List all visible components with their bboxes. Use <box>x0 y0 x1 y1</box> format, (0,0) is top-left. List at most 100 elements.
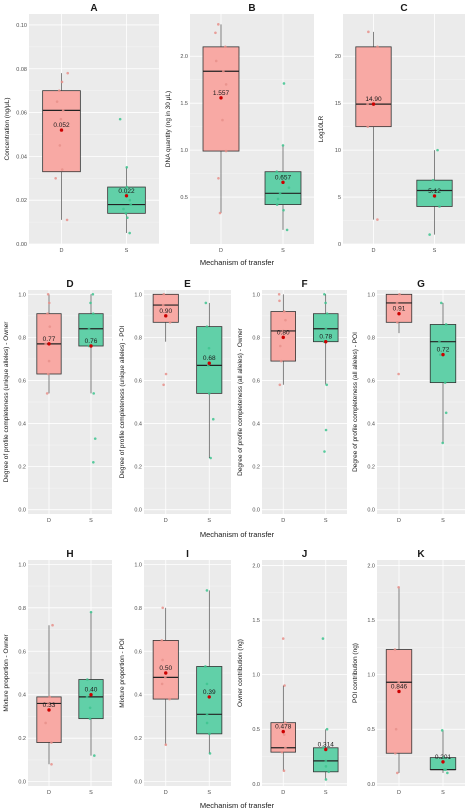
data-point <box>444 323 448 326</box>
mean-point <box>397 689 401 694</box>
panel-e: 0.0 0.2 0.4 0.6 0.8 1.0 D S E Degree of profile c… <box>119 279 231 524</box>
x-tick-label: S <box>89 790 93 796</box>
y-tick-label: 0.4 <box>134 422 142 428</box>
mean-label: 0.72 <box>437 347 450 354</box>
box-iqr <box>78 313 104 347</box>
data-point <box>397 372 400 376</box>
data-point <box>287 186 291 189</box>
y-tick-label: 0.10 <box>16 23 27 29</box>
data-point <box>325 312 329 315</box>
mean-label: 0.39 <box>203 689 216 696</box>
y-tick-label: 0.4 <box>252 422 260 428</box>
data-point <box>50 762 53 766</box>
x-tick-label: D <box>164 518 168 524</box>
y-tick-label: 1.5 <box>252 618 260 624</box>
data-point <box>221 118 224 122</box>
box-iqr <box>152 640 179 700</box>
x-tick-label: S <box>324 790 328 796</box>
x-tick-label: D <box>219 248 223 254</box>
y-tick-label: 1.0 <box>134 562 142 568</box>
data-point <box>89 301 92 305</box>
box-iqr <box>385 649 413 754</box>
mean-point <box>441 760 445 764</box>
y-tick-label: 0.0 <box>367 782 375 788</box>
data-point <box>283 684 286 687</box>
x-tick-label: D <box>281 790 285 796</box>
data-point <box>124 212 128 215</box>
data-point <box>59 117 63 121</box>
data-point <box>280 750 284 754</box>
data-point <box>438 340 441 343</box>
data-point <box>214 31 217 35</box>
y-tick-label: 1.0 <box>18 292 26 298</box>
y-tick-label: 0.04 <box>16 154 27 160</box>
data-point <box>54 176 57 180</box>
y-tick-label: 0.6 <box>134 378 142 384</box>
box-d: 0.846 <box>385 585 413 775</box>
data-point <box>91 293 95 296</box>
data-point <box>282 769 286 773</box>
data-point <box>278 344 282 348</box>
box-iqr <box>152 293 179 323</box>
y-axis-label: Degree of profile completeness (all alle… <box>237 327 244 476</box>
data-point <box>65 218 69 222</box>
y-tick-label: 1.0 <box>18 562 26 568</box>
panel-title: D <box>66 279 73 290</box>
y-tick-label: 0.2 <box>134 736 142 742</box>
panel-j: 0.0 0.5 1.0 1.5 2.0 D S J Owner contribution (ng… <box>237 549 347 796</box>
data-point <box>125 185 129 189</box>
y-tick-label: 0.08 <box>16 67 27 73</box>
data-point <box>50 741 53 744</box>
data-point <box>439 301 443 305</box>
box-s: 0.40 <box>78 610 104 757</box>
box-s: 0.022 <box>107 117 146 235</box>
y-tick-label: 10 <box>335 148 341 154</box>
data-point <box>282 310 286 313</box>
panel-d: 0.0 0.2 0.4 0.6 0.8 1.0 D S D Degree of profile c… <box>3 279 112 524</box>
box-iqr <box>313 313 339 343</box>
y-tick-label: 5 <box>338 195 341 201</box>
mean-label: 0.314 <box>318 742 335 749</box>
box-d: 0.33 <box>36 623 62 766</box>
mean-point <box>47 708 51 712</box>
data-point <box>224 45 227 49</box>
y-tick-label: 2.0 <box>180 54 188 60</box>
panel-c: 0 5 10 15 20 D S C Log10LR 14.90 5.12 <box>318 3 465 254</box>
data-point <box>60 80 64 84</box>
mean-label: 0.33 <box>43 702 56 709</box>
mean-label: 0.478 <box>275 724 292 731</box>
mean-point <box>324 339 328 344</box>
box-iqr <box>355 46 392 128</box>
box-d: 14.90 <box>355 30 392 221</box>
y-axis-label: DNA quantity (ng in 30 μL) <box>165 91 172 167</box>
data-point <box>284 318 287 322</box>
box-iqr <box>416 179 453 207</box>
mean-label: 0.77 <box>43 336 56 343</box>
data-point <box>323 450 326 453</box>
data-point <box>367 30 370 34</box>
data-point <box>204 665 207 668</box>
y-tick-label: 0.8 <box>367 335 375 341</box>
y-tick-label: 0.0 <box>252 782 260 788</box>
panel-title: F <box>301 279 307 290</box>
box-d: 0.50 <box>152 606 179 747</box>
data-point <box>443 381 447 384</box>
data-point <box>275 203 279 206</box>
data-point <box>208 732 211 736</box>
panel-i: 0.0 0.2 0.4 0.6 0.8 1.0 D S I Mixture proportion … <box>119 549 231 796</box>
y-axis-label: Mixture proportion - POI <box>119 638 126 708</box>
data-point <box>55 100 59 103</box>
data-point <box>218 211 222 215</box>
data-point <box>48 695 51 699</box>
data-point <box>397 585 400 589</box>
panel-title: H <box>66 549 73 560</box>
mean-point <box>164 314 168 318</box>
x-tick-label: S <box>281 248 285 254</box>
data-point <box>92 392 95 395</box>
mean-point <box>207 695 211 699</box>
data-point <box>438 205 441 208</box>
data-point <box>51 623 54 627</box>
mean-point <box>124 194 129 198</box>
y-tick-label: 0.4 <box>134 693 142 699</box>
